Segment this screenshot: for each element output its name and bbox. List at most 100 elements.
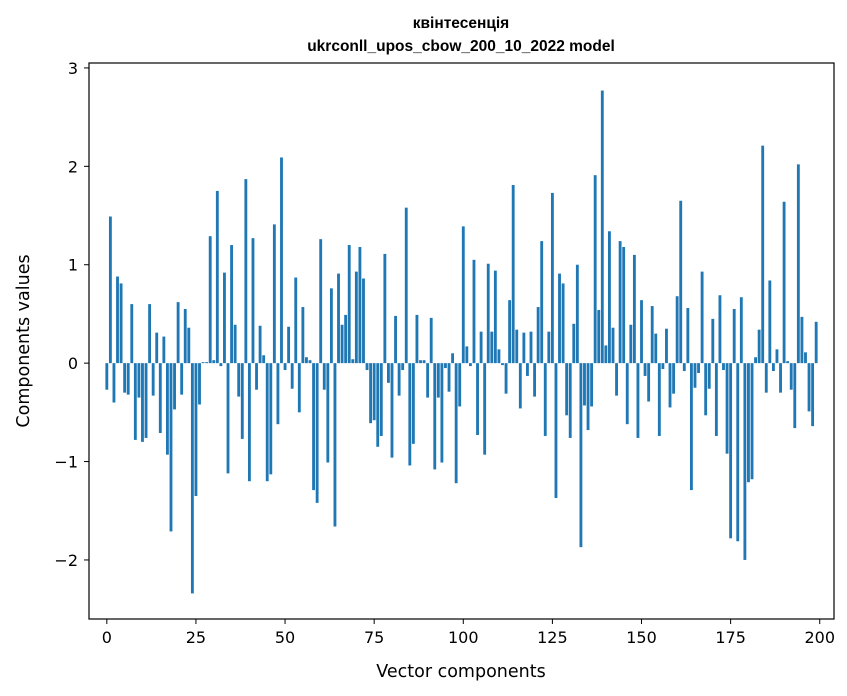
chart-title: квінтесенція [413, 15, 509, 32]
bar [468, 363, 472, 367]
bar [593, 175, 597, 364]
bar [458, 363, 462, 407]
y-tick-label: −1 [54, 453, 78, 472]
bar [397, 363, 401, 396]
bar [198, 363, 201, 405]
y-tick-label: −2 [54, 551, 78, 570]
bar [672, 363, 676, 394]
bar [148, 304, 152, 364]
bar [575, 264, 579, 364]
bar [515, 329, 519, 364]
bar [215, 190, 219, 364]
bar [354, 271, 358, 364]
bar [711, 318, 715, 364]
bar [618, 241, 622, 364]
bar [600, 90, 604, 364]
bar [244, 179, 248, 364]
bar [814, 321, 818, 364]
bar [640, 300, 643, 364]
bar [779, 363, 782, 393]
bar [255, 363, 258, 390]
bar [693, 363, 697, 388]
bar [237, 363, 241, 397]
bar [394, 315, 397, 364]
bar [732, 309, 736, 364]
bar [632, 254, 636, 364]
bar [126, 363, 130, 395]
bar [411, 363, 415, 444]
bar [729, 363, 733, 539]
bar [650, 306, 654, 364]
bar [166, 363, 169, 455]
bar [718, 295, 722, 364]
bar [272, 224, 276, 364]
bar [105, 363, 109, 390]
bar [736, 363, 740, 542]
bar [722, 363, 725, 371]
y-axis-ticks: −2 −1 0 1 2 3 [54, 59, 89, 570]
bar [337, 273, 340, 364]
bar [294, 277, 298, 364]
bar [771, 363, 775, 372]
bar [230, 245, 234, 364]
bar [130, 304, 134, 364]
bar [433, 363, 437, 470]
bar [786, 361, 790, 364]
bar [269, 363, 273, 475]
plot-frame [88, 62, 835, 620]
bar [743, 363, 747, 560]
bar [558, 273, 561, 364]
bar [208, 236, 212, 364]
bar [251, 238, 255, 364]
bar [490, 331, 494, 364]
bar [725, 363, 729, 454]
bar [333, 363, 337, 527]
bar [714, 363, 718, 436]
bar [123, 363, 127, 393]
bar [775, 349, 779, 364]
bar [219, 363, 223, 367]
bar [697, 363, 700, 373]
y-tick-label: 2 [68, 157, 78, 176]
bar [764, 363, 768, 393]
bar [223, 272, 226, 364]
bar [479, 331, 483, 364]
bar [401, 363, 405, 371]
bar [287, 326, 291, 364]
bar [262, 355, 266, 364]
bar [112, 363, 116, 403]
bar [807, 363, 811, 412]
bar [654, 333, 658, 364]
bar [312, 363, 315, 491]
bar [187, 327, 191, 364]
bar [536, 307, 540, 364]
bar [169, 363, 173, 532]
bar [508, 300, 512, 364]
bar [283, 363, 287, 371]
bar [565, 363, 569, 416]
bar [526, 363, 529, 376]
bar [522, 332, 526, 364]
bar [800, 316, 804, 364]
bar [454, 363, 458, 484]
bar [629, 324, 633, 364]
bar [804, 352, 807, 364]
y-tick-label: 3 [68, 59, 78, 78]
bar [647, 363, 651, 402]
bar [540, 241, 544, 364]
bar [258, 325, 262, 364]
bar [436, 363, 440, 398]
x-axis-label: Vector components [376, 662, 545, 682]
x-tick-label: 50 [275, 628, 295, 647]
bar [682, 363, 686, 372]
bar [657, 363, 661, 436]
x-tick-label: 25 [186, 628, 206, 647]
bar [547, 331, 551, 364]
bar [465, 346, 469, 364]
bar [707, 363, 711, 389]
bar [180, 363, 184, 395]
bar [679, 200, 683, 364]
bar [108, 216, 112, 364]
bar [344, 314, 348, 364]
bar [116, 276, 119, 364]
